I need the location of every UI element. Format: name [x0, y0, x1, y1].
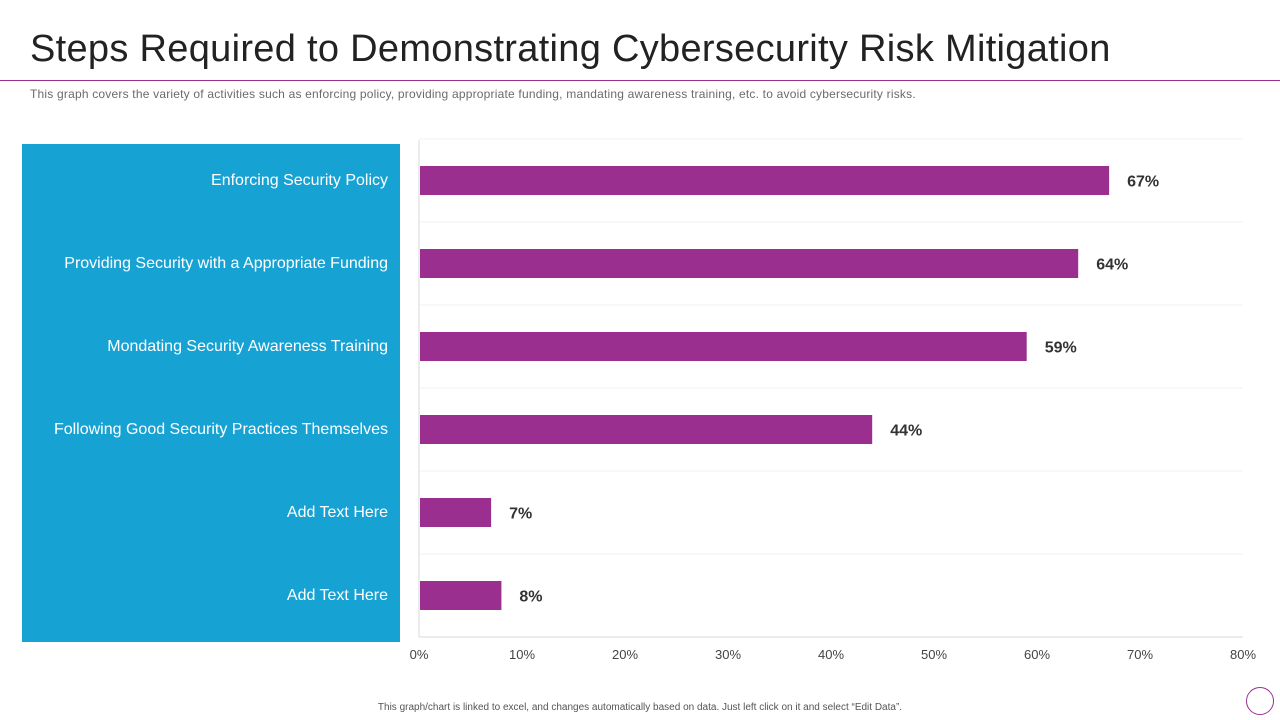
x-tick-label: 70%: [1127, 647, 1153, 662]
bar[interactable]: [420, 166, 1110, 195]
x-tick-label: 30%: [715, 647, 741, 662]
footer-note: This graph/chart is linked to excel, and…: [377, 702, 903, 713]
x-tick-label: 80%: [1230, 647, 1256, 662]
data-label: 59%: [1045, 340, 1077, 357]
page-title: Steps Required to Demonstrating Cybersec…: [30, 28, 1111, 70]
x-tick-label: 60%: [1024, 647, 1050, 662]
corner-circle-icon: [1246, 687, 1274, 715]
page-subtitle: This graph covers the variety of activit…: [30, 87, 916, 101]
bar[interactable]: [420, 498, 492, 527]
category-label: Add Text Here: [286, 586, 388, 604]
x-tick-label: 50%: [921, 647, 947, 662]
category-label-panel: Enforcing Security Policy Providing Secu…: [22, 144, 400, 642]
category-label: Providing Security with a Appropriate Fu…: [64, 254, 388, 272]
data-label: 64%: [1096, 257, 1128, 274]
bar[interactable]: [420, 581, 502, 610]
category-label: Mondating Security Awareness Training: [107, 337, 388, 355]
category-label: Add Text Here: [286, 503, 388, 521]
data-label: 67%: [1127, 174, 1159, 191]
category-label: Enforcing Security Policy: [211, 171, 388, 189]
x-tick-label: 0%: [410, 647, 429, 662]
bar[interactable]: [420, 249, 1079, 278]
x-tick-label: 10%: [509, 647, 535, 662]
data-label: 44%: [890, 423, 922, 440]
data-label: 7%: [509, 506, 532, 523]
data-label: 8%: [519, 589, 542, 606]
x-tick-label: 20%: [612, 647, 638, 662]
x-tick-label: 40%: [818, 647, 844, 662]
category-label: Following Good Security Practices Themse…: [53, 420, 388, 438]
bar[interactable]: [420, 415, 873, 444]
title-divider: [0, 80, 1280, 81]
bar[interactable]: [420, 332, 1027, 361]
